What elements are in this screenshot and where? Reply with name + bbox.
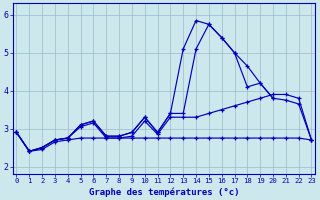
- X-axis label: Graphe des températures (°c): Graphe des températures (°c): [89, 187, 239, 197]
